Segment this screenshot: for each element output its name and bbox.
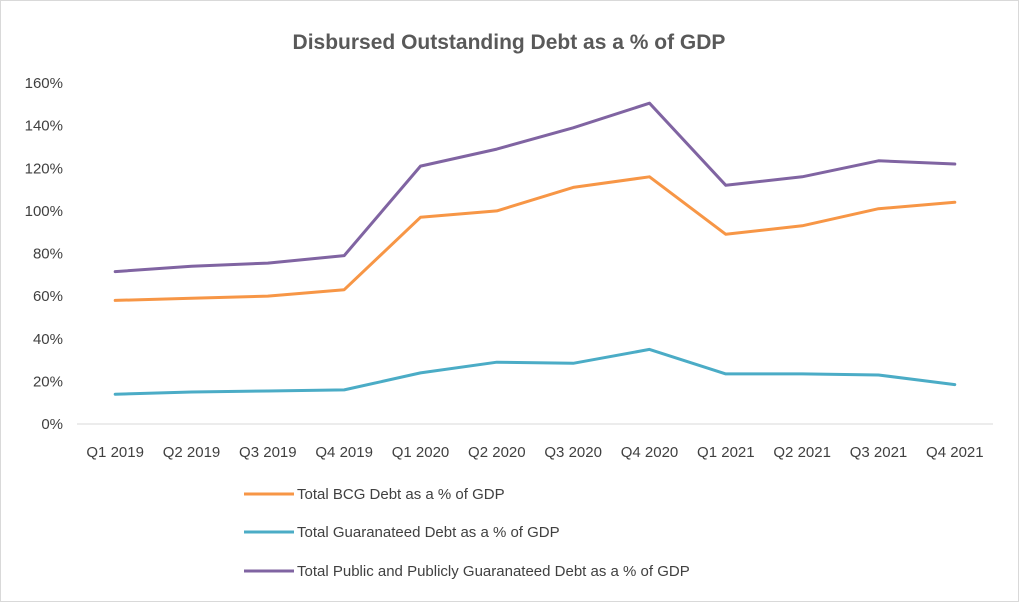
- y-tick-label: 80%: [33, 246, 63, 263]
- x-tick-label: Q4 2019: [315, 444, 373, 461]
- legend-label-2: Total Guaranateed Debt as a % of GDP: [297, 524, 560, 541]
- x-tick-label: Q3 2020: [544, 444, 602, 461]
- legend-label-1: Total BCG Debt as a % of GDP: [297, 486, 505, 503]
- series-line-3: [113, 101, 957, 274]
- series-line-2: [113, 347, 957, 396]
- x-tick-label: Q2 2021: [773, 444, 831, 461]
- y-tick-label: 160%: [25, 75, 63, 92]
- x-tick-label: Q4 2021: [926, 444, 984, 461]
- x-tick-label: Q3 2021: [850, 444, 908, 461]
- y-axis: 0% 20% 40% 60% 80% 100% 120% 140% 160%: [25, 75, 63, 433]
- x-tick-label: Q3 2019: [239, 444, 297, 461]
- x-tick-label: Q1 2019: [86, 444, 144, 461]
- series-line-1: [113, 175, 957, 302]
- x-axis: Q1 2019 Q2 2019 Q3 2019 Q4 2019 Q1 2020 Q2 20…: [77, 423, 993, 461]
- x-tick-label: Q1 2021: [697, 444, 755, 461]
- y-tick-label: 40%: [33, 331, 63, 348]
- y-tick-label: 60%: [33, 288, 63, 305]
- y-tick-label: 20%: [33, 373, 63, 390]
- x-tick-label: Q1 2020: [392, 444, 450, 461]
- legend: Total BCG Debt as a % of GDP Total Guaran…: [244, 486, 690, 580]
- y-tick-label: 100%: [25, 203, 63, 220]
- x-tick-label: Q2 2019: [163, 444, 221, 461]
- x-tick-label: Q2 2020: [468, 444, 526, 461]
- y-tick-label: 140%: [25, 118, 63, 135]
- x-tick-label: Q4 2020: [621, 444, 679, 461]
- plot-area: [113, 101, 957, 396]
- y-tick-label: 0%: [41, 416, 63, 433]
- chart-title: Disbursed Outstanding Debt as a % of GDP: [293, 31, 726, 54]
- y-tick-label: 120%: [25, 160, 63, 177]
- legend-label-3: Total Public and Publicly Guaranateed De…: [297, 563, 690, 580]
